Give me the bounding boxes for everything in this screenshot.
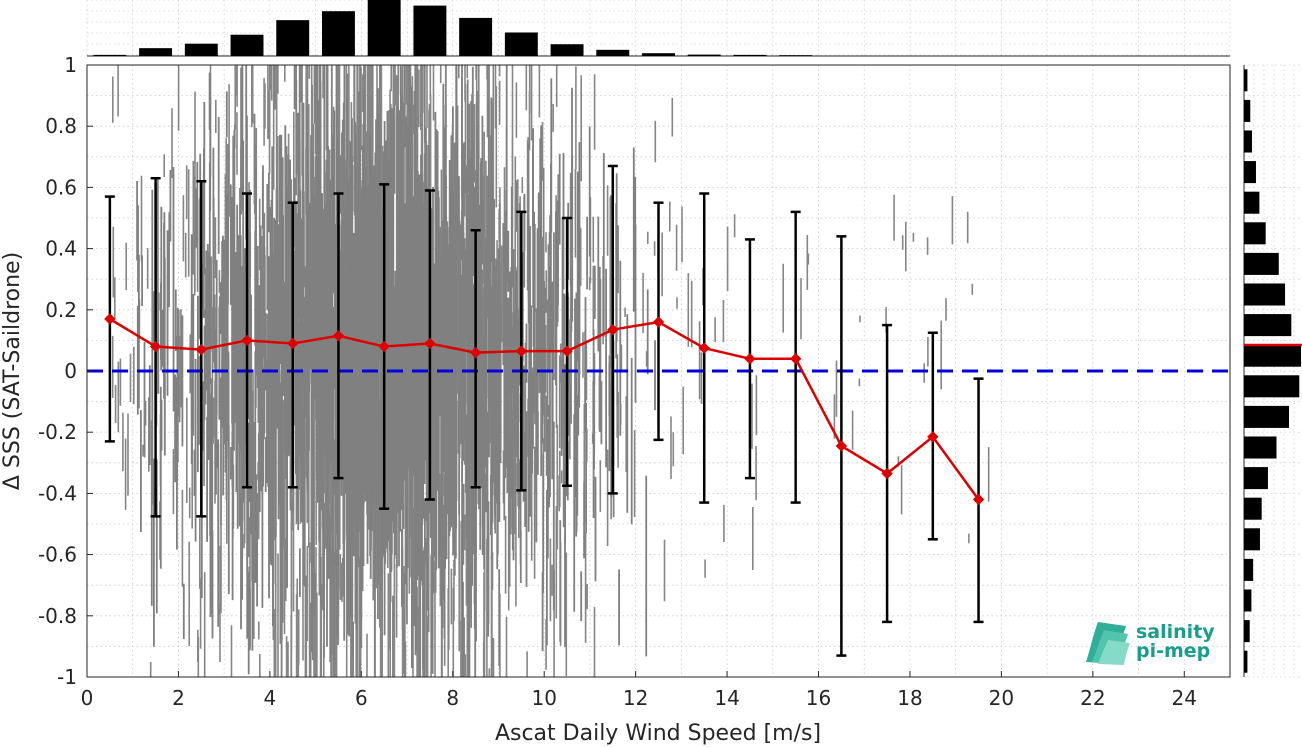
y-tick-label: -1 [57, 665, 77, 689]
error-bar [470, 228, 481, 489]
y-tick-label: 0.8 [45, 114, 77, 138]
mean-point [287, 337, 299, 350]
y-axis-title: Δ SSS (SAT-Saildrone) [0, 252, 25, 490]
y-tick-label: 1 [64, 53, 77, 77]
x-tick-label: 12 [623, 686, 648, 710]
right-hist-bar [1244, 252, 1279, 275]
y-axis: 1 0.8 0.6 0.4 0.2 0 -0.2 -0.4 -0.6 -0.8 -1 [38, 53, 93, 689]
top-hist-bar [184, 43, 218, 56]
top-hist-bar [779, 55, 813, 56]
mean-point [195, 343, 208, 356]
mean-point [561, 345, 573, 357]
x-tick-label: 0 [81, 686, 94, 710]
top-hist-bar [413, 5, 447, 57]
top-histogram [86, 0, 1231, 57]
mean-point [927, 431, 939, 443]
mean-point [652, 316, 665, 328]
mean-point [698, 342, 710, 354]
salinity-pi-mep-logo: salinity pi-mep [1086, 621, 1215, 665]
top-hist-bar [459, 17, 493, 57]
top-hist-bar [367, 0, 401, 56]
right-hist-bar [1244, 375, 1300, 398]
right-hist-bar [1244, 620, 1250, 643]
y-tick-label: -0.6 [38, 543, 77, 567]
mean-point [104, 313, 116, 325]
x-tick-label: 18 [897, 686, 922, 710]
top-hist-bar [550, 44, 584, 56]
right-hist-bar [1244, 589, 1252, 612]
x-tick-label: 10 [531, 686, 556, 710]
x-axis: 0 2 4 6 8 10 12 14 16 18 20 22 24 [81, 671, 1197, 710]
x-tick-label: 2 [172, 686, 185, 710]
mean-point [835, 440, 848, 452]
x-tick-label: 8 [446, 686, 459, 710]
logo-line1: salinity [1136, 621, 1215, 643]
right-histogram [1243, 64, 1302, 678]
right-hist-bar [1244, 497, 1262, 520]
mean-point [789, 353, 802, 365]
right-hist-bar [1244, 130, 1252, 153]
top-hist-bar [504, 32, 538, 56]
right-hist-bar [1244, 222, 1266, 245]
logo-line2: pi-mep [1136, 640, 1210, 662]
top-hist-bar [93, 54, 127, 56]
mean-line [109, 317, 980, 501]
top-hist-bar [322, 11, 355, 56]
mean-point [424, 337, 436, 350]
top-hist-bar [733, 54, 767, 56]
mean-point [881, 467, 893, 480]
top-hist-bar [139, 48, 173, 56]
right-hist-bar [1244, 99, 1251, 122]
y-tick-label: 0.4 [45, 237, 77, 261]
mean-point [744, 353, 756, 365]
top-hist-bar [596, 49, 630, 56]
mean-point [469, 346, 482, 359]
x-axis-title: Ascat Daily Wind Speed [m/s] [495, 721, 821, 746]
right-hist-bar [1244, 191, 1260, 214]
right-hist-bar [1244, 161, 1256, 184]
x-tick-label: 14 [714, 686, 739, 710]
right-hist-bar [1244, 69, 1248, 92]
mean-point [972, 493, 985, 506]
right-hist-bar [1244, 344, 1301, 367]
right-hist-bar [1244, 283, 1286, 306]
top-hist-bar [642, 53, 675, 56]
x-tick-label: 4 [264, 686, 277, 710]
right-hist-bar [1244, 467, 1268, 490]
mean-point [241, 334, 253, 347]
top-hist-bar [276, 20, 310, 56]
mean-point [607, 323, 619, 336]
right-hist-bar [1244, 405, 1290, 428]
y-tick-label: 0.6 [45, 175, 77, 199]
mean-point [378, 340, 390, 353]
wave-logo-icon [1086, 622, 1130, 665]
y-tick-label: -0.8 [38, 604, 77, 628]
x-tick-label: 6 [355, 686, 368, 710]
x-tick-label: 24 [1172, 686, 1197, 710]
y-tick-label: -0.2 [38, 420, 77, 444]
right-hist-bar [1244, 436, 1277, 459]
y-tick-label: 0.2 [45, 298, 77, 322]
x-tick-label: 22 [1080, 686, 1105, 710]
y-tick-label: 0 [64, 359, 77, 383]
right-hist-bar [1244, 558, 1254, 581]
top-hist-bar [687, 54, 721, 56]
mean-point [332, 330, 345, 342]
x-tick-label: 16 [806, 686, 831, 710]
top-hist-bar [230, 34, 264, 56]
mean-point [149, 340, 162, 353]
right-hist-bar [1244, 528, 1260, 551]
right-hist-bar [1244, 314, 1292, 337]
right-hist-bar [1244, 650, 1248, 673]
y-tick-label: -0.4 [38, 481, 77, 505]
binned-mean-series [104, 313, 985, 506]
mean-point [515, 345, 528, 357]
x-tick-label: 20 [989, 686, 1014, 710]
